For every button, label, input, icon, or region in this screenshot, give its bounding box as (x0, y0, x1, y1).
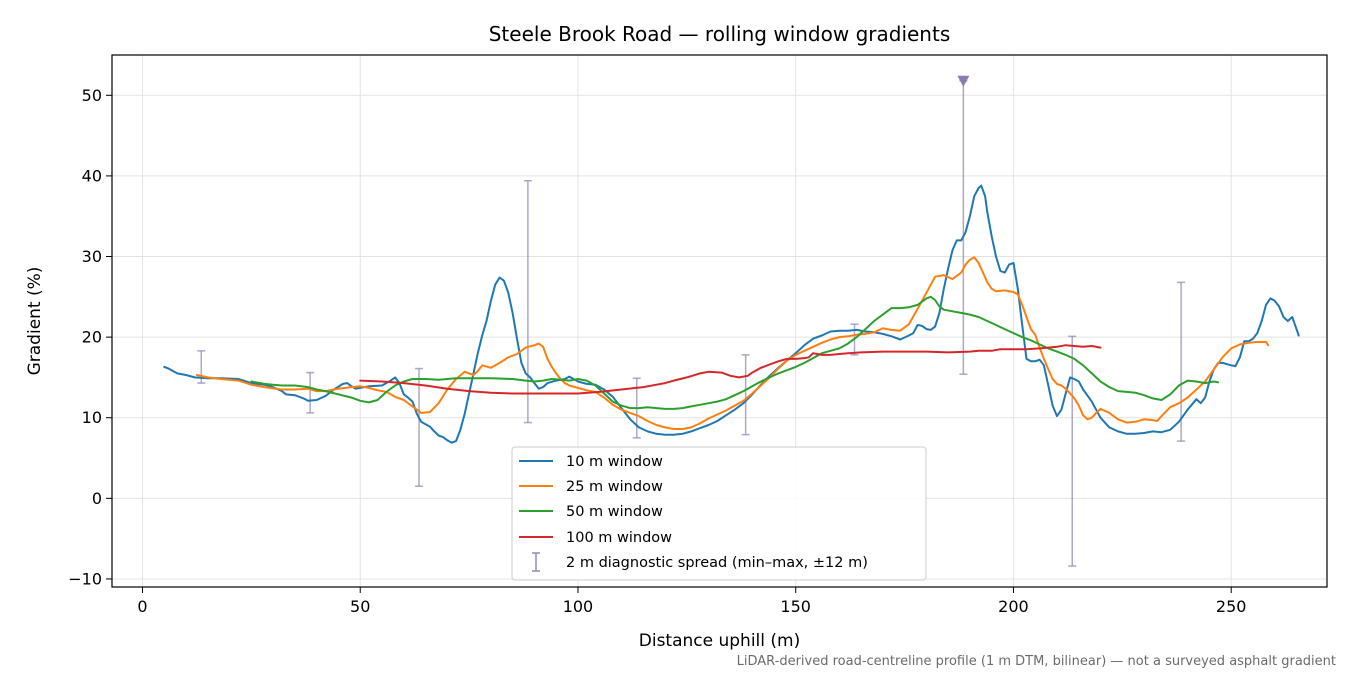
grid (112, 55, 1327, 587)
y-tick-label: −10 (68, 569, 102, 588)
series-line-100-m-window (359, 344, 1102, 395)
chart-title: Steele Brook Road — rolling window gradi… (489, 22, 951, 46)
x-tick-label: 0 (137, 597, 147, 616)
legend-box (511, 446, 927, 581)
legend-entry: 10 m window (566, 454, 663, 470)
y-axis: −10 0 10 20 30 40 50 (68, 86, 112, 588)
x-tick-label: 200 (998, 597, 1029, 616)
plot-area (163, 75, 1300, 567)
y-tick-label: 0 (92, 489, 102, 508)
y-tick-label: 30 (82, 247, 102, 266)
spread-marker-triangle (957, 75, 970, 87)
legend-entry: 50 m window (566, 504, 663, 520)
plot-frame (111, 54, 1328, 588)
legend-entry: 100 m window (566, 530, 672, 546)
y-tick-label: 50 (82, 86, 102, 105)
y-axis-label: Gradient (%) (25, 267, 45, 376)
y-tick-label: 40 (82, 166, 102, 185)
x-tick-label: 150 (780, 597, 811, 616)
footnote: LiDAR-derived road-centreline profile (1… (737, 654, 1336, 669)
x-axis-label: Distance uphill (m) (639, 631, 800, 651)
legend-entry: 2 m diagnostic spread (min–max, ±12 m) (566, 555, 868, 571)
y-tick-label: 20 (82, 328, 102, 347)
y-tick-label: 10 (82, 408, 102, 427)
legend-entry: 25 m window (566, 479, 663, 495)
legend: 10 m window 25 m window 50 m window 100 m w… (511, 446, 927, 581)
x-tick-label: 50 (350, 597, 370, 616)
x-tick-label: 250 (1216, 597, 1247, 616)
x-tick-label: 100 (563, 597, 594, 616)
x-axis: 0 50 100 150 200 250 (137, 587, 1246, 616)
series-line-50-m-window (250, 295, 1220, 410)
